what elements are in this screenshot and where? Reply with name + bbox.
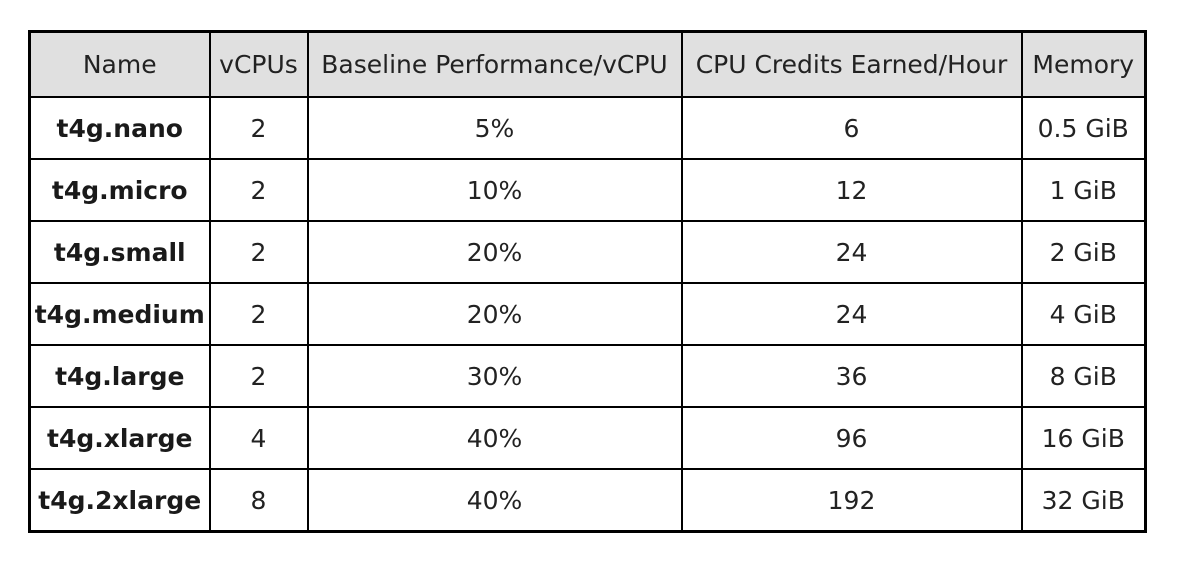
cell-baseline-performance: 20% — [306, 282, 683, 346]
cell-baseline-performance: 5% — [306, 96, 683, 160]
column-header-vcpus: vCPUs — [208, 30, 309, 98]
cell-vcpus: 2 — [208, 344, 309, 408]
cell-memory: 8 GiB — [1020, 344, 1147, 408]
cell-cpu-credits: 36 — [680, 344, 1023, 408]
instance-table: Name vCPUs Baseline Performance/vCPU CPU… — [28, 30, 1147, 533]
cell-memory: 4 GiB — [1020, 282, 1147, 346]
column-header-memory: Memory — [1020, 30, 1147, 98]
table-row: t4g.nano 2 5% 6 0.5 GiB — [28, 96, 1147, 160]
cell-memory: 0.5 GiB — [1020, 96, 1147, 160]
cell-baseline-performance: 40% — [306, 468, 683, 533]
cell-name: t4g.2xlarge — [28, 468, 211, 533]
cell-vcpus: 2 — [208, 158, 309, 222]
cell-name: t4g.large — [28, 344, 211, 408]
cell-cpu-credits: 24 — [680, 220, 1023, 284]
cell-vcpus: 2 — [208, 282, 309, 346]
cell-cpu-credits: 6 — [680, 96, 1023, 160]
cell-baseline-performance: 10% — [306, 158, 683, 222]
cell-memory: 2 GiB — [1020, 220, 1147, 284]
column-header-baseline-performance: Baseline Performance/vCPU — [306, 30, 683, 98]
table-row: t4g.2xlarge 8 40% 192 32 GiB — [28, 468, 1147, 533]
column-header-name: Name — [28, 30, 211, 98]
cell-baseline-performance: 30% — [306, 344, 683, 408]
cell-name: t4g.xlarge — [28, 406, 211, 470]
cell-name: t4g.small — [28, 220, 211, 284]
cell-baseline-performance: 20% — [306, 220, 683, 284]
cell-cpu-credits: 96 — [680, 406, 1023, 470]
cell-memory: 32 GiB — [1020, 468, 1147, 533]
cell-baseline-performance: 40% — [306, 406, 683, 470]
column-header-cpu-credits: CPU Credits Earned/Hour — [680, 30, 1023, 98]
header-row: Name vCPUs Baseline Performance/vCPU CPU… — [28, 30, 1147, 98]
cell-memory: 16 GiB — [1020, 406, 1147, 470]
cell-cpu-credits: 12 — [680, 158, 1023, 222]
cell-vcpus: 4 — [208, 406, 309, 470]
cell-name: t4g.medium — [28, 282, 211, 346]
table-row: t4g.large 2 30% 36 8 GiB — [28, 344, 1147, 408]
table-row: t4g.xlarge 4 40% 96 16 GiB — [28, 406, 1147, 470]
cell-cpu-credits: 192 — [680, 468, 1023, 533]
cell-memory: 1 GiB — [1020, 158, 1147, 222]
cell-vcpus: 8 — [208, 468, 309, 533]
cell-vcpus: 2 — [208, 96, 309, 160]
table-row: t4g.micro 2 10% 12 1 GiB — [28, 158, 1147, 222]
table-row: t4g.small 2 20% 24 2 GiB — [28, 220, 1147, 284]
cell-cpu-credits: 24 — [680, 282, 1023, 346]
cell-name: t4g.nano — [28, 96, 211, 160]
cell-name: t4g.micro — [28, 158, 211, 222]
cell-vcpus: 2 — [208, 220, 309, 284]
table-row: t4g.medium 2 20% 24 4 GiB — [28, 282, 1147, 346]
